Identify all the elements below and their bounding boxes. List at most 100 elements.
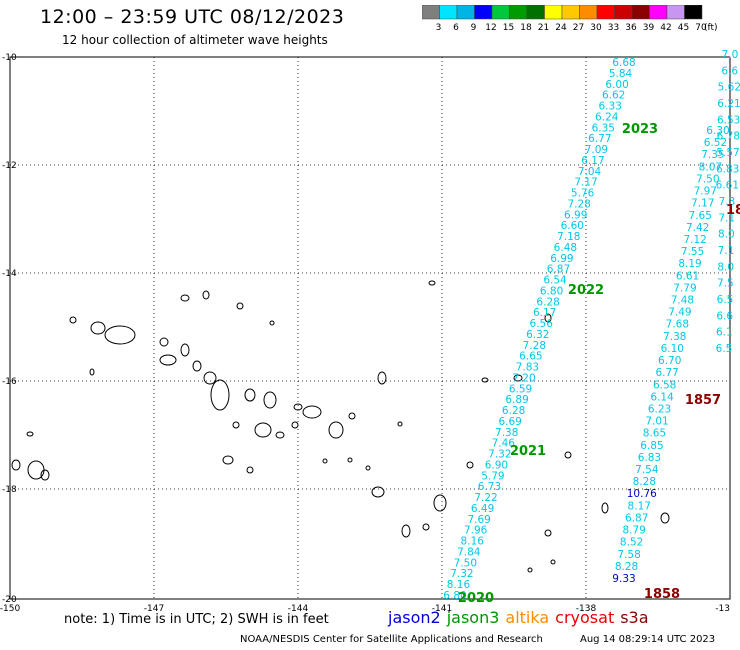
wave-height-label: 6.14	[650, 391, 674, 403]
wave-height-label: 7.18	[557, 231, 580, 243]
wave-height-label: 6.73	[478, 481, 501, 493]
island-outline	[159, 337, 169, 347]
island-outline	[27, 460, 45, 480]
wave-height-label: 6.54	[543, 275, 567, 287]
wave-height-label: 8.19	[678, 258, 701, 270]
wave-height-label: 7.49	[668, 307, 691, 319]
credit-text: NOAA/NESDIS Center for Satellite Applica…	[240, 634, 543, 645]
wave-height-label: 7.17	[574, 177, 597, 189]
island-outline	[428, 280, 436, 286]
lat-tick-label: -10	[2, 53, 17, 63]
track-time-label: 2021	[510, 444, 546, 459]
wave-height-label: 6.99	[564, 209, 587, 221]
wave-height-label: 6.56	[530, 318, 554, 330]
wave-height-label: 7.3	[719, 196, 736, 208]
colorbar-unit: (ft)	[704, 23, 718, 33]
island-outline	[544, 529, 552, 537]
colorbar-label: 36	[625, 23, 637, 33]
colorbar-label: 21	[538, 23, 549, 33]
wave-height-label: 5.62	[718, 82, 740, 94]
colorbar-label: 42	[660, 23, 671, 33]
wave-height-label: 7.55	[681, 246, 704, 258]
wave-height-label: 6.65	[519, 351, 542, 363]
graticule	[10, 57, 730, 599]
wave-height-label: 5.57	[716, 147, 739, 159]
colorbar-label: 30	[590, 23, 602, 33]
wave-height-label: 7.65	[689, 210, 712, 222]
wave-height-label: 6.52	[704, 137, 727, 149]
wave-height-label: 6.59	[509, 383, 532, 395]
colorbar-label: 6	[453, 23, 459, 33]
wave-height-label: 7.54	[635, 464, 659, 476]
island-outline	[371, 486, 385, 498]
wave-height-label: 7.28	[523, 340, 546, 352]
island-outline	[202, 290, 210, 300]
island-outline	[527, 567, 533, 573]
wave-height-label: 6.48	[554, 242, 577, 254]
wave-height-label: 6.87	[625, 512, 648, 524]
island-outline	[322, 458, 328, 464]
wave-height-label: 6.69	[498, 416, 521, 428]
wave-height-label: 6.77	[588, 133, 611, 145]
island-outline	[328, 421, 344, 439]
wave-height-label: 6.77	[655, 367, 678, 379]
colorbar-label: 15	[503, 23, 514, 33]
track-time-label: 18	[726, 203, 740, 218]
wave-height-label: 8.07	[699, 161, 722, 173]
generated-date: Aug 14 08:29:14 UTC 2023	[580, 634, 716, 645]
island-outline	[236, 302, 244, 310]
island-outline	[481, 377, 489, 383]
wave-height-label: 8.79	[622, 525, 645, 537]
wave-height-label: 7.1	[718, 245, 735, 257]
wave-height-label: 7.32	[488, 449, 511, 461]
wave-height-label: 8.17	[628, 500, 651, 512]
wave-height-label: 7.1	[718, 212, 735, 224]
wave-height-label: 6.83	[638, 452, 661, 464]
wave-height-label: 6.70	[658, 355, 681, 367]
wave-height-label: 5.84	[609, 68, 633, 80]
wave-height-label: 6.61	[676, 270, 699, 282]
island-outline	[513, 374, 523, 382]
island-outline	[222, 455, 234, 465]
colorbar-label: 12	[485, 23, 496, 33]
lon-tick-label: -150	[0, 604, 20, 614]
satellite-legend-jason2: jason2	[388, 608, 441, 627]
wave-height-label: 8.16	[461, 536, 485, 548]
island-outline	[180, 343, 190, 357]
wave-height-label: 6.61	[716, 180, 739, 192]
track-time-label: 1857	[685, 393, 721, 408]
wave-height-label: 6.89	[505, 394, 528, 406]
island-outline	[203, 371, 217, 385]
lat-tick-label: -20	[2, 595, 17, 605]
wave-height-label: 8.52	[620, 537, 643, 549]
lat-tick-label: -14	[2, 269, 17, 279]
track-time-labels: 2023 2022 2021 2020 1857 1858 18	[458, 122, 740, 606]
wave-height-label: 6.58	[653, 379, 676, 391]
wave-height-label: 6.80	[540, 285, 563, 297]
wave-height-label: 7.48	[671, 295, 694, 307]
track-time-label: 2022	[568, 283, 604, 298]
island-outline	[89, 368, 95, 376]
island-outline	[90, 321, 106, 335]
wave-height-label: 8.0	[718, 229, 735, 241]
wave-height-label: 6.35	[592, 122, 615, 134]
wave-height-label: 7.12	[683, 234, 706, 246]
lat-tick-label: -18	[2, 485, 17, 495]
wave-height-label: 6.99	[550, 253, 573, 265]
colorbar-label: 27	[573, 23, 584, 33]
satellite-legend-cryosat: cryosat	[555, 608, 615, 627]
wave-height-label: 6.23	[648, 403, 671, 415]
wave-height-label: 7.38	[495, 427, 518, 439]
wave-height-label: 6.49	[471, 503, 494, 515]
wave-height-label: 7.68	[666, 319, 689, 331]
wave-height-label: 7.97	[694, 186, 717, 198]
island-outline	[40, 469, 50, 481]
wave-height-label: 9.33	[612, 573, 635, 585]
satellite-legend-s3a: s3a	[620, 608, 649, 627]
lon-tick-label: -147	[144, 604, 164, 614]
wave-height-label: 6.33	[599, 101, 622, 113]
island-outline	[544, 313, 552, 323]
island-outline	[26, 431, 34, 437]
wave-height-label: 7.50	[454, 557, 477, 569]
